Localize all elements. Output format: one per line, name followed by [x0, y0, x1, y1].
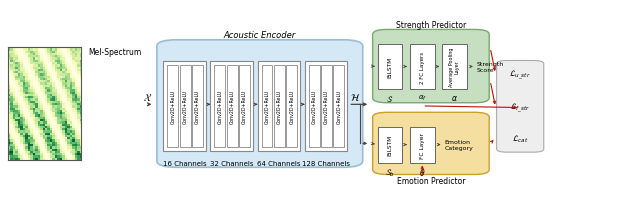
Text: Conv2D+ReLU: Conv2D+ReLU [337, 90, 341, 124]
Bar [442, 44, 467, 90]
Text: $\mathcal{L}_{f\_str}$: $\mathcal{L}_{f\_str}$ [510, 101, 531, 115]
Bar [192, 66, 203, 148]
Bar [305, 62, 348, 152]
Bar [321, 66, 332, 148]
Text: Conv2D+ReLU: Conv2D+ReLU [264, 90, 269, 124]
Text: $\mathcal{L}_{cat}$: $\mathcal{L}_{cat}$ [512, 132, 529, 144]
Text: 16 Channels: 16 Channels [163, 160, 207, 166]
Text: Conv2D+ReLU: Conv2D+ReLU [312, 90, 317, 124]
Text: Mel-Spectrum: Mel-Spectrum [88, 48, 141, 56]
Bar [286, 66, 297, 148]
Bar [227, 66, 237, 148]
Text: Conv2D+ReLU: Conv2D+ReLU [195, 90, 200, 124]
Text: $\mathcal{S}_b$: $\mathcal{S}_b$ [385, 167, 395, 178]
Text: $\alpha$: $\alpha$ [451, 94, 458, 103]
Text: Strength Predictor: Strength Predictor [396, 21, 466, 29]
Text: Conv2D+ReLU: Conv2D+ReLU [230, 90, 235, 124]
Bar [308, 66, 319, 148]
Text: BiLSTM: BiLSTM [387, 57, 392, 78]
Text: 64 Channels: 64 Channels [257, 160, 301, 166]
Bar [410, 127, 435, 163]
Text: Conv2D+ReLU: Conv2D+ReLU [289, 90, 294, 124]
Text: FC Layer: FC Layer [420, 132, 425, 158]
Text: Conv2D+ReLU: Conv2D+ReLU [277, 90, 282, 124]
Text: Conv2D+ReLU: Conv2D+ReLU [182, 90, 188, 124]
Text: 2 FC Layers: 2 FC Layers [420, 51, 425, 83]
Bar [378, 127, 403, 163]
Bar [333, 66, 344, 148]
Text: Conv2D+ReLU: Conv2D+ReLU [242, 90, 247, 124]
Text: 128 Channels: 128 Channels [302, 160, 350, 166]
Bar [274, 66, 285, 148]
FancyBboxPatch shape [497, 61, 544, 152]
Text: $\mathcal{X}$: $\mathcal{X}$ [143, 92, 152, 102]
Text: Acoustic Encoder: Acoustic Encoder [223, 31, 296, 40]
Text: Conv2D+ReLU: Conv2D+ReLU [170, 90, 175, 124]
Text: $\mathcal{S}$: $\mathcal{S}$ [387, 94, 394, 104]
Text: $\mathcal{L}_{u\_str}$: $\mathcal{L}_{u\_str}$ [509, 68, 531, 81]
Bar [257, 62, 300, 152]
Text: Average Pooling
Layer: Average Pooling Layer [449, 48, 460, 87]
Bar [410, 44, 435, 90]
Text: Conv2D+ReLU: Conv2D+ReLU [324, 90, 329, 124]
Bar [214, 66, 225, 148]
Bar [163, 62, 206, 152]
FancyBboxPatch shape [372, 30, 489, 103]
FancyBboxPatch shape [157, 41, 363, 167]
Text: $\alpha_f$: $\alpha_f$ [418, 94, 427, 103]
Text: 32 Channels: 32 Channels [210, 160, 253, 166]
Bar [239, 66, 250, 148]
Text: Conv2D+ReLU: Conv2D+ReLU [218, 90, 222, 124]
Text: BiLSTM: BiLSTM [387, 134, 392, 156]
Bar [180, 66, 191, 148]
Bar [211, 62, 253, 152]
Text: $\mathcal{H}$: $\mathcal{H}$ [350, 91, 360, 102]
Bar [378, 44, 403, 90]
Bar [167, 66, 178, 148]
Text: $\theta$: $\theta$ [419, 167, 426, 178]
Text: Emotion Predictor: Emotion Predictor [397, 176, 465, 185]
Bar [262, 66, 273, 148]
FancyBboxPatch shape [372, 113, 489, 175]
Text: Emotion
Category: Emotion Category [445, 139, 474, 150]
Text: Strength
Score: Strength Score [477, 62, 504, 73]
